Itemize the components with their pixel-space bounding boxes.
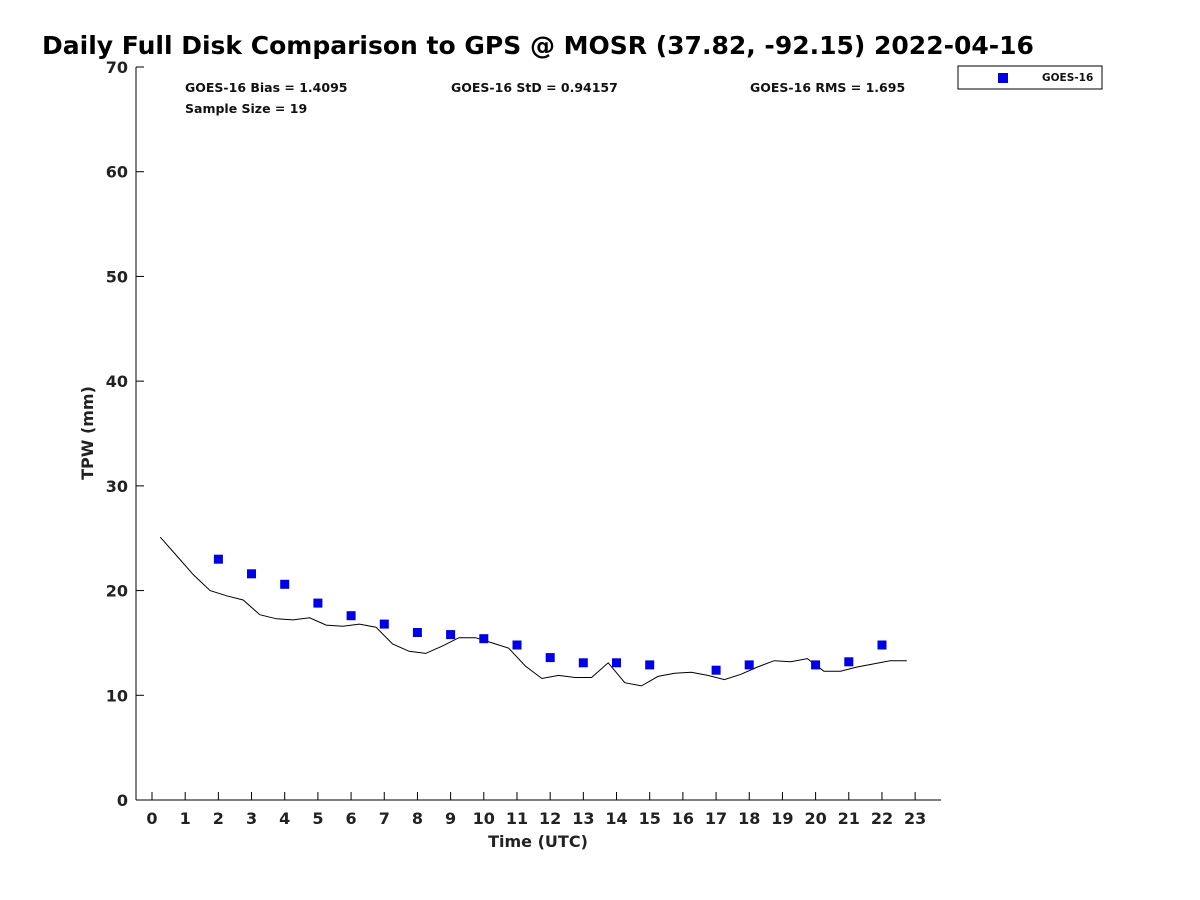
x-tick-label: 5 [312,809,323,828]
goes16-data-point [877,640,887,650]
y-axis-ticks: 0 10 20 30 40 50 60 70 [106,58,144,810]
x-tick-label: 19 [771,809,793,828]
goes16-data-point [479,634,489,644]
sample-size-stat: Sample Size = 19 [185,101,307,116]
goes16-data-point [446,630,456,640]
x-tick-label: 18 [738,809,760,828]
x-tick-label: 11 [506,809,528,828]
goes16-data-point [711,665,721,675]
x-axis-label: Time (UTC) [488,832,588,851]
bias-stat: GOES-16 Bias = 1.4095 [185,80,347,95]
goes16-data-point [844,657,854,667]
std-stat: GOES-16 StD = 0.94157 [451,80,618,95]
goes16-data-point [811,660,821,670]
goes16-data-point [612,658,621,668]
y-tick-label: 40 [106,372,128,391]
gps-line-layer [159,536,907,687]
plot-area [135,67,941,801]
goes16-points-layer [213,554,887,675]
y-tick-label: 50 [106,267,128,286]
x-tick-label: 15 [639,809,661,828]
x-tick-label: 0 [146,809,157,828]
x-tick-label: 4 [279,809,290,828]
x-tick-label: 12 [539,809,561,828]
goes16-data-point [379,619,389,629]
goes16-data-point [280,579,290,589]
goes16-data-point [512,640,522,650]
y-tick-label: 10 [106,686,128,705]
x-tick-label: 14 [605,809,627,828]
legend-entry-goes16: GOES-16 [1042,72,1093,84]
x-tick-label: 10 [473,809,495,828]
goes16-data-point [578,658,588,668]
y-tick-label: 70 [106,58,128,77]
x-tick-label: 13 [572,809,594,828]
chart-title: Daily Full Disk Comparison to GPS @ MOSR… [42,31,1034,60]
goes16-data-point [744,660,754,670]
y-axis-label: TPW (mm) [78,386,97,480]
goes16-data-point [213,554,223,564]
x-axis-ticks: 0 1 2 3 4 5 6 7 8 9 10 11 12 13 14 15 16 17 18 19 20 21 22 23 [146,792,926,828]
legend: GOES-16 [957,65,1103,90]
x-tick-label: 8 [412,809,423,828]
y-tick-label: 60 [106,163,128,182]
y-tick-label: 0 [117,791,128,810]
x-tick-label: 7 [379,809,390,828]
goes16-data-point [346,611,356,621]
rms-stat: GOES-16 RMS = 1.695 [750,80,905,95]
goes16-data-point [247,569,256,579]
x-tick-label: 21 [838,809,860,828]
gps-tpw-line [159,536,907,687]
y-tick-label: 30 [106,477,128,496]
x-tick-label: 9 [445,809,456,828]
goes16-data-point [645,660,655,670]
x-tick-label: 20 [804,809,826,828]
x-tick-label: 1 [180,809,191,828]
x-tick-label: 22 [871,809,893,828]
goes16-data-point [545,653,555,663]
goes16-data-point [412,628,422,637]
goes16-data-point [313,598,323,608]
x-tick-label: 16 [672,809,694,828]
y-tick-label: 20 [106,582,128,601]
legend-square-marker-icon [998,73,1008,83]
x-tick-label: 17 [705,809,727,828]
x-tick-label: 6 [346,809,357,828]
x-tick-label: 2 [213,809,224,828]
x-tick-label: 23 [904,809,926,828]
legend-box [957,65,1103,90]
x-tick-label: 3 [246,809,257,828]
